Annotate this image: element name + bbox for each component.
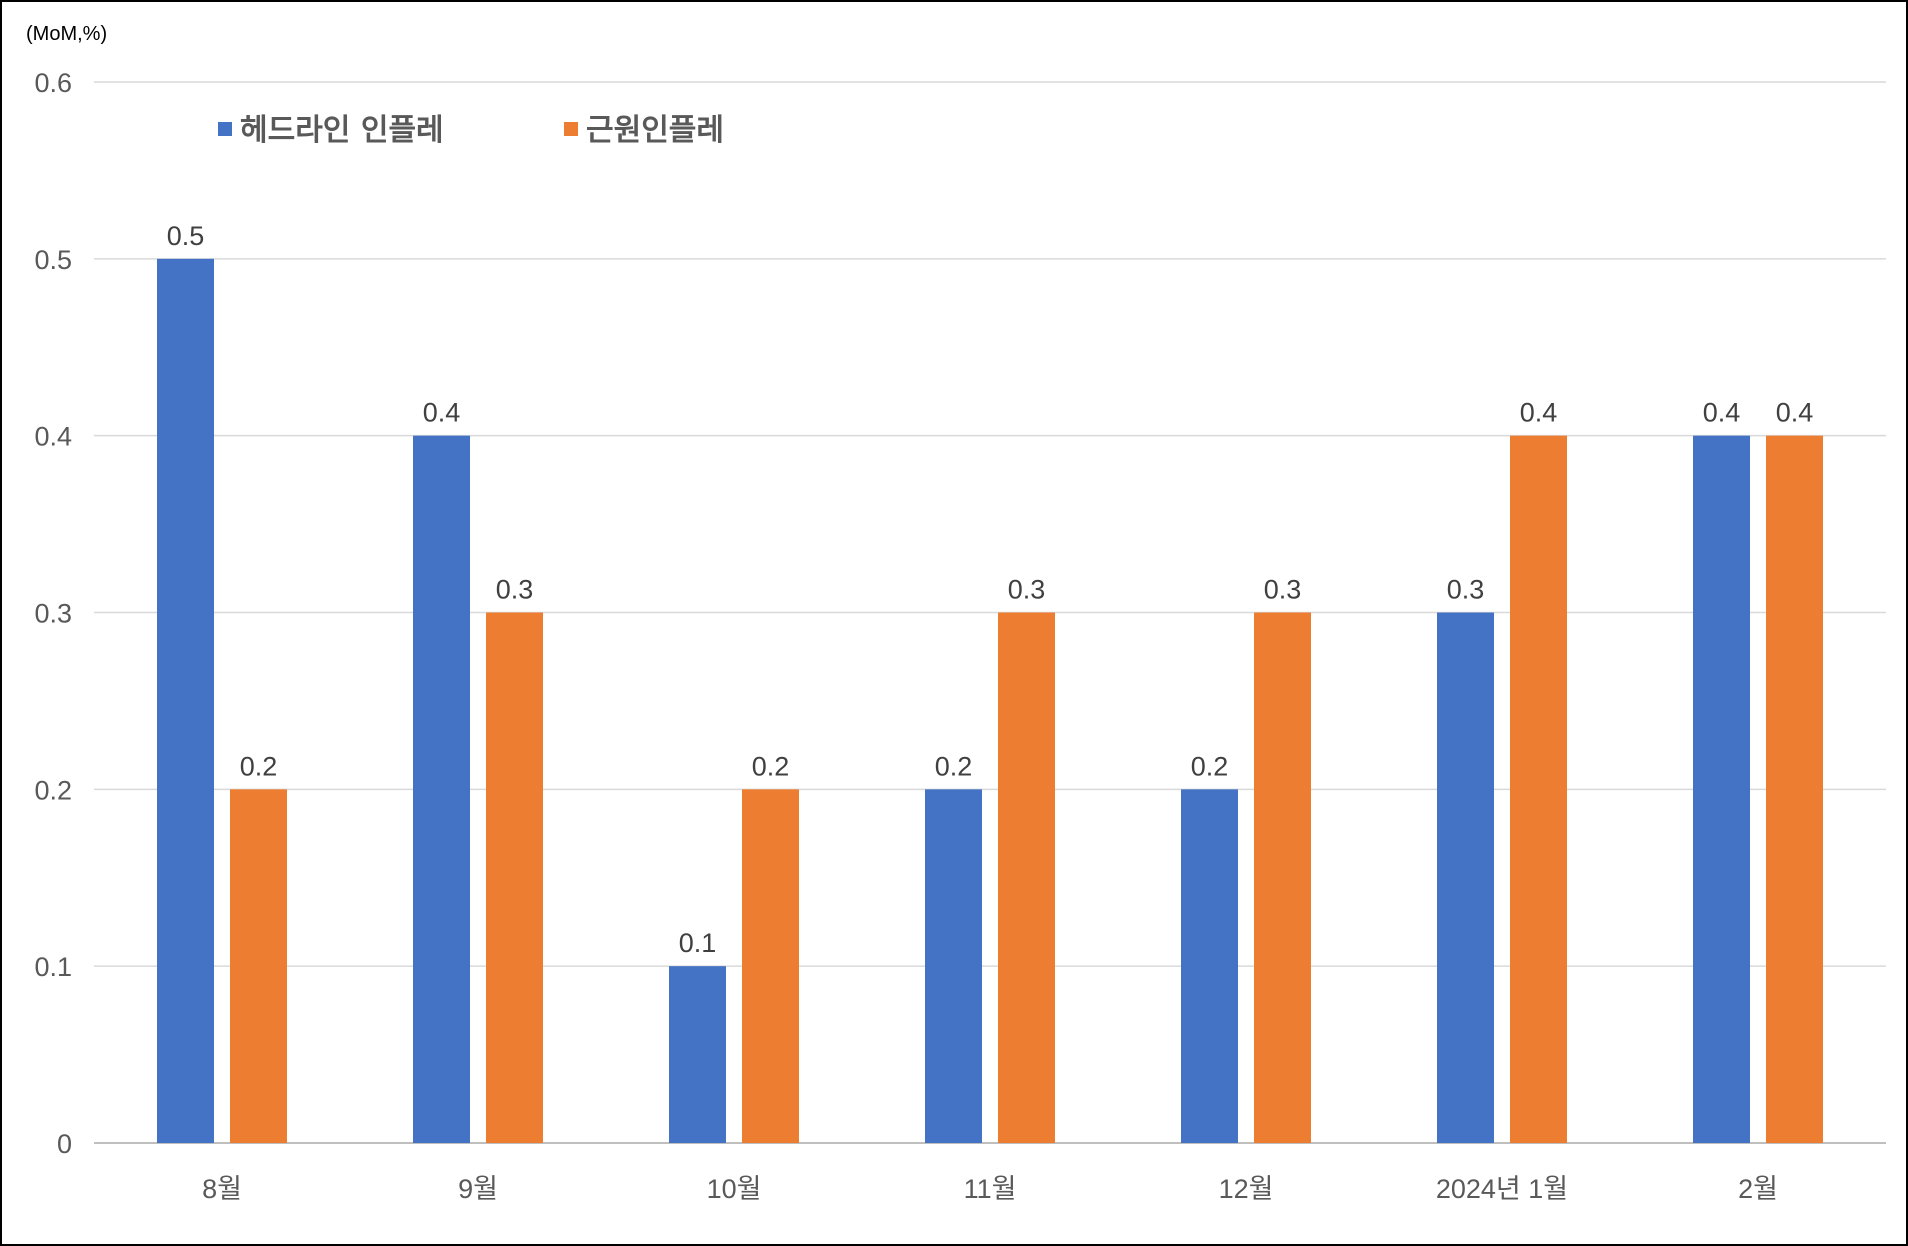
x-tick-label: 10월 <box>707 1174 762 1204</box>
x-tick-label: 12월 <box>1219 1174 1274 1204</box>
x-tick-label: 2월 <box>1738 1174 1778 1204</box>
data-label: 0.3 <box>1447 575 1485 605</box>
data-label: 0.4 <box>1703 398 1741 428</box>
bars <box>157 258 1823 1144</box>
data-label: 0.2 <box>752 751 790 781</box>
x-axis-ticks: 8월 9월 10월 11월 12월 2024년 1월 2월 <box>202 1174 1778 1204</box>
data-labels: 0.5 0.2 0.4 0.3 0.1 0.2 0.2 0.3 0.2 0.3 0.3 0.4 0.4 0… <box>167 221 1814 958</box>
bar-core <box>230 789 287 1143</box>
data-label: 0.2 <box>1191 751 1229 781</box>
gridlines <box>94 81 1886 1144</box>
data-label: 0.4 <box>423 398 461 428</box>
y-tick-label: 0.2 <box>34 775 72 805</box>
data-label: 0.5 <box>167 221 205 251</box>
y-tick-label: 0 <box>57 1129 72 1159</box>
bar-headline <box>1693 435 1750 1144</box>
y-tick-label: 0.1 <box>34 952 72 982</box>
x-tick-label: 9월 <box>458 1174 498 1204</box>
data-label: 0.2 <box>240 751 278 781</box>
data-label: 0.1 <box>679 928 717 958</box>
bar-headline <box>413 435 470 1144</box>
data-label: 0.3 <box>1264 575 1302 605</box>
x-tick-label: 11월 <box>964 1174 1017 1204</box>
bar-core <box>486 612 543 1143</box>
bar-headline <box>925 789 982 1143</box>
y-tick-label: 0.5 <box>34 245 72 275</box>
y-tick-label: 0.3 <box>34 599 72 629</box>
y-axis-ticks: 0 0.1 0.2 0.3 0.4 0.5 0.6 <box>34 68 72 1159</box>
legend-label-headline: 헤드라인 인플레 <box>240 113 444 148</box>
y-tick-label: 0.4 <box>34 422 72 452</box>
y-axis-unit-label: (MoM,%) <box>26 23 107 45</box>
legend-swatch-core <box>564 122 578 136</box>
bar-core <box>742 789 799 1143</box>
bar-headline <box>1437 612 1494 1143</box>
x-tick-label: 8월 <box>202 1174 242 1204</box>
bar-core <box>1254 612 1311 1143</box>
data-label: 0.3 <box>496 575 534 605</box>
bar-core <box>1510 435 1567 1144</box>
legend-label-core: 근원인플레 <box>586 113 724 148</box>
data-label: 0.3 <box>1008 575 1046 605</box>
x-tick-label: 2024년 1월 <box>1436 1174 1568 1204</box>
data-label: 0.4 <box>1776 398 1814 428</box>
bar-core <box>1766 435 1823 1144</box>
bar-core <box>998 612 1055 1143</box>
bar-headline <box>157 258 214 1143</box>
bar-headline <box>669 966 726 1143</box>
data-label: 0.2 <box>935 751 973 781</box>
legend: 헤드라인 인플레 근원인플레 <box>218 113 724 148</box>
bar-headline <box>1181 789 1238 1143</box>
data-label: 0.4 <box>1520 398 1558 428</box>
legend-swatch-headline <box>218 122 232 136</box>
y-tick-label: 0.6 <box>34 68 72 98</box>
